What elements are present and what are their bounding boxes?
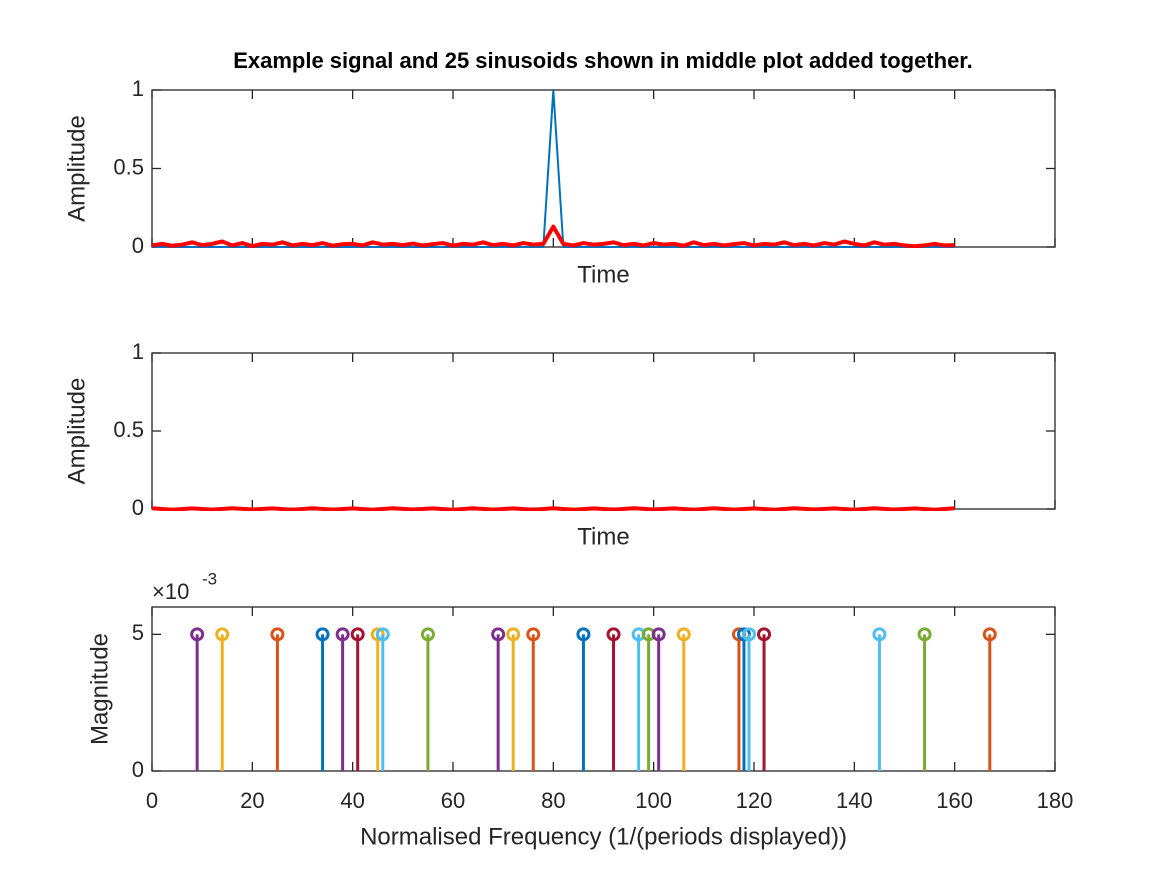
plot-area bbox=[152, 506, 955, 511]
x-axis-label: Normalised Frequency (1/(periods display… bbox=[360, 823, 847, 850]
stem-marker bbox=[982, 627, 997, 642]
axes: 0 0.5 1 Time Amplitude Example signal and 25 … bbox=[63, 48, 1056, 288]
y-exponent-base: ×10 bbox=[152, 579, 189, 604]
stem-marker bbox=[491, 627, 506, 642]
stem-marker bbox=[917, 627, 932, 642]
y-axis-label: Amplitude bbox=[63, 115, 90, 222]
y-tick-label: 0.5 bbox=[113, 154, 144, 179]
stem-marker bbox=[676, 627, 691, 642]
x-tick-label: 40 bbox=[340, 788, 364, 813]
chart-title: Example signal and 25 sinusoids shown in… bbox=[233, 48, 973, 73]
stem-marker bbox=[651, 627, 666, 642]
x-tick-label: 120 bbox=[736, 788, 773, 813]
stem-marker bbox=[350, 627, 365, 642]
axes-box bbox=[151, 606, 1056, 772]
x-axis-label: Time bbox=[577, 523, 629, 550]
stem-marker bbox=[741, 627, 756, 642]
stem-marker bbox=[215, 627, 230, 642]
line-series bbox=[152, 506, 955, 511]
stem-marker bbox=[375, 627, 390, 642]
stem-marker bbox=[190, 627, 205, 642]
y-tick-label: 0 bbox=[132, 495, 144, 520]
stem-marker bbox=[506, 627, 521, 642]
y-tick-label: 0 bbox=[132, 757, 144, 782]
stem-marker bbox=[576, 627, 591, 642]
stem-marker bbox=[270, 627, 285, 642]
y-tick-label: 0 bbox=[132, 233, 144, 258]
y-tick-label: 1 bbox=[132, 76, 144, 101]
x-tick-label: 0 bbox=[146, 788, 158, 813]
plot-area bbox=[190, 627, 997, 771]
x-axis-label: Time bbox=[577, 261, 629, 288]
line-series bbox=[152, 224, 955, 248]
axes: 0 20 40 60 80 100 120 140 160 180 0 5 Normalised Fre… bbox=[86, 569, 1073, 850]
y-axis-label: Magnitude bbox=[86, 633, 113, 745]
y-exponent: -3 bbox=[202, 569, 217, 588]
y-tick-label: 1 bbox=[132, 339, 144, 364]
stem-marker bbox=[420, 627, 435, 642]
stem-marker bbox=[872, 627, 887, 642]
plot-area bbox=[152, 89, 955, 248]
x-tick-label: 160 bbox=[936, 788, 973, 813]
x-tick-label: 140 bbox=[836, 788, 873, 813]
y-tick-label: 5 bbox=[132, 620, 144, 645]
y-axis-label: Amplitude bbox=[63, 378, 90, 485]
x-tick-label: 80 bbox=[541, 788, 565, 813]
line-series bbox=[152, 89, 955, 248]
stem-marker bbox=[606, 627, 621, 642]
stem-marker bbox=[335, 627, 350, 642]
y-tick-label: 0.5 bbox=[113, 417, 144, 442]
x-tick-label: 180 bbox=[1037, 788, 1074, 813]
stem-marker bbox=[757, 627, 772, 642]
x-tick-label: 20 bbox=[240, 788, 264, 813]
axes: 0 0.5 1 Time Amplitude bbox=[63, 339, 1056, 550]
stem-marker bbox=[315, 627, 330, 642]
x-tick-label: 60 bbox=[441, 788, 465, 813]
x-tick-label: 100 bbox=[635, 788, 672, 813]
stem-marker bbox=[526, 627, 541, 642]
